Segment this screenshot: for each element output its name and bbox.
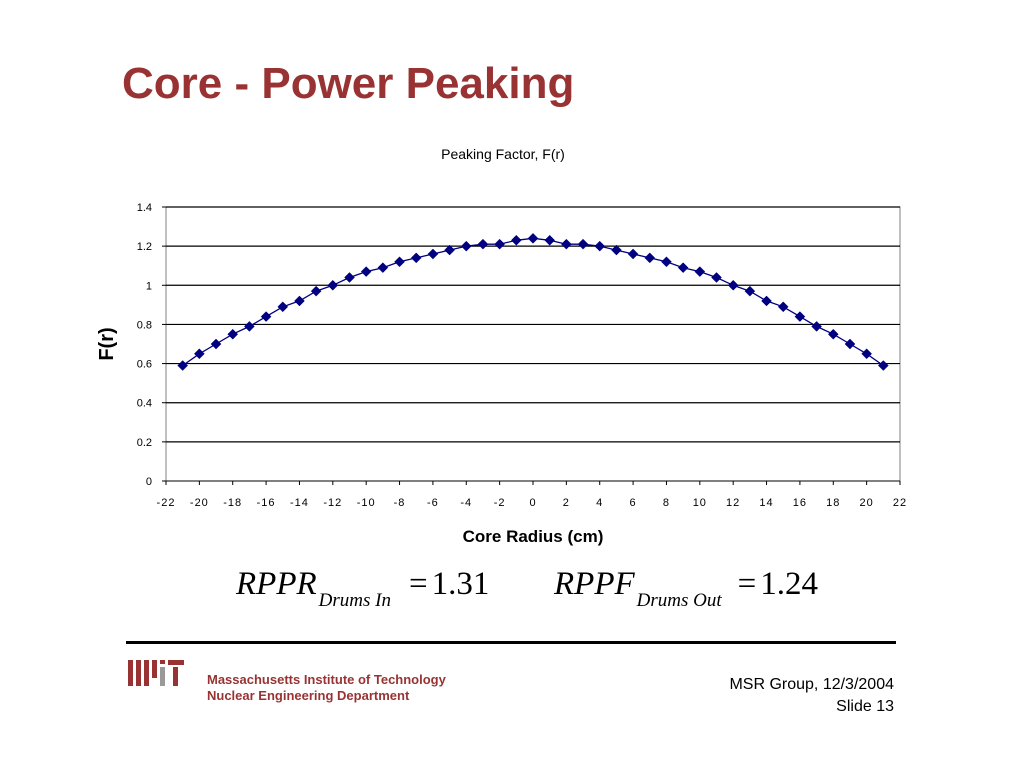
x-tick-label: 22 [893, 497, 907, 509]
data-point [627, 248, 639, 260]
data-point [777, 301, 789, 313]
data-point [477, 238, 489, 250]
data-point [844, 338, 856, 350]
data-point [460, 240, 472, 252]
x-tick-label: -14 [290, 497, 309, 509]
x-tick-label: -10 [357, 497, 376, 509]
x-tick-label: -4 [460, 497, 472, 509]
data-point [527, 232, 539, 244]
y-axis-label: F(r) [96, 327, 118, 360]
data-point [794, 311, 806, 322]
y-tick-label: 0.2 [137, 437, 152, 449]
equation-rppr-subscript: Drums In [318, 590, 391, 611]
data-point [177, 360, 189, 371]
data-point [761, 295, 772, 307]
data-point [811, 321, 822, 332]
data-point [494, 238, 505, 250]
data-point [277, 301, 289, 313]
data-point [711, 272, 722, 283]
data-point [577, 238, 589, 250]
equation-rppf-equals: = [737, 566, 757, 602]
x-tick-label: -2 [494, 497, 506, 509]
data-point [827, 328, 839, 340]
y-tick-label: 1 [146, 280, 152, 292]
data-point [210, 338, 222, 350]
equation-rppf-drums-out: RPPF Drums Out = 1.24 [554, 566, 818, 611]
x-tick-label: 14 [759, 497, 773, 509]
institute-name: Massachusetts Institute of Technology Nu… [207, 672, 446, 704]
equation-rppr-symbol: RPPR [236, 566, 317, 602]
footer-divider [126, 641, 896, 644]
data-point [561, 238, 572, 250]
equation-rppf-subscript: Drums Out [636, 590, 722, 611]
data-point [410, 252, 422, 264]
x-tick-label: -20 [190, 497, 209, 509]
x-tick-label: -16 [257, 497, 276, 509]
data-point [644, 252, 656, 264]
data-point [294, 295, 305, 307]
data-point [661, 256, 672, 268]
x-tick-label: -12 [323, 497, 342, 509]
footer-info: MSR Group, 12/3/2004 Slide 13 [729, 674, 894, 718]
equation-rppr-drums-in: RPPR Drums In = 1.31 [236, 566, 490, 611]
data-point [544, 234, 556, 246]
x-tick-label: 10 [693, 497, 707, 509]
y-tick-label: 0.4 [137, 398, 152, 410]
x-tick-label: 0 [529, 497, 536, 509]
x-tick-label: -18 [223, 497, 242, 509]
chart-title: Peaking Factor, F(r) [441, 146, 565, 162]
data-point [510, 234, 522, 246]
data-point [310, 285, 322, 297]
data-point [727, 279, 739, 291]
x-tick-label: -8 [394, 497, 406, 509]
data-point [227, 328, 239, 340]
data-point [861, 348, 872, 360]
x-tick-label: -6 [427, 497, 439, 509]
x-tick-label: 18 [826, 497, 840, 509]
y-tick-label: 0.8 [137, 319, 152, 331]
y-tick-label: 0 [146, 476, 152, 488]
peaking-factor-chart: Peaking Factor, F(r) 0 0.2 0.4 0.6 0.8 1 1.2 1.4… [96, 146, 907, 546]
data-point [694, 266, 706, 277]
equation-rppf-value: 1.24 [760, 566, 818, 602]
data-point [677, 262, 689, 274]
x-tick-label: 16 [793, 497, 807, 509]
x-tick-label: 12 [726, 497, 740, 509]
x-tick-label: 20 [860, 497, 874, 509]
slide-number: Slide 13 [836, 698, 894, 715]
x-axis-label: Core Radius (cm) [463, 527, 604, 546]
data-point [260, 311, 272, 322]
y-tick-label: 0.6 [137, 359, 152, 371]
data-point [744, 285, 756, 297]
data-point [611, 244, 622, 256]
data-point [594, 240, 606, 252]
x-tick-label: 6 [630, 497, 637, 509]
data-point [444, 244, 455, 256]
equation-rppr-equals: = [408, 566, 428, 602]
data-point [877, 360, 889, 371]
data-point [377, 262, 389, 274]
data-point [360, 266, 372, 277]
y-tick-label: 1.4 [137, 202, 152, 214]
equation-rppf-symbol: RPPF [554, 566, 635, 602]
group-date: MSR Group, 12/3/2004 [729, 676, 894, 693]
data-point [427, 248, 439, 260]
x-tick-label: -22 [157, 497, 176, 509]
data-point [244, 321, 255, 332]
data-point [344, 272, 355, 283]
mit-logo [128, 660, 184, 686]
slide-title: Core - Power Peaking [122, 59, 575, 108]
x-tick-label: 2 [563, 497, 570, 509]
data-point [327, 279, 339, 291]
y-tick-label: 1.2 [137, 241, 152, 253]
equation-rppr-value: 1.31 [431, 566, 490, 602]
x-tick-label: 4 [596, 497, 603, 509]
institute-line-1: Massachusetts Institute of Technology [207, 672, 446, 687]
x-tick-label: 8 [663, 497, 670, 509]
data-point [394, 256, 405, 268]
series-line [182, 237, 884, 367]
plot-area [165, 206, 901, 482]
institute-line-2: Nuclear Engineering Department [207, 688, 410, 703]
data-point [194, 348, 205, 360]
